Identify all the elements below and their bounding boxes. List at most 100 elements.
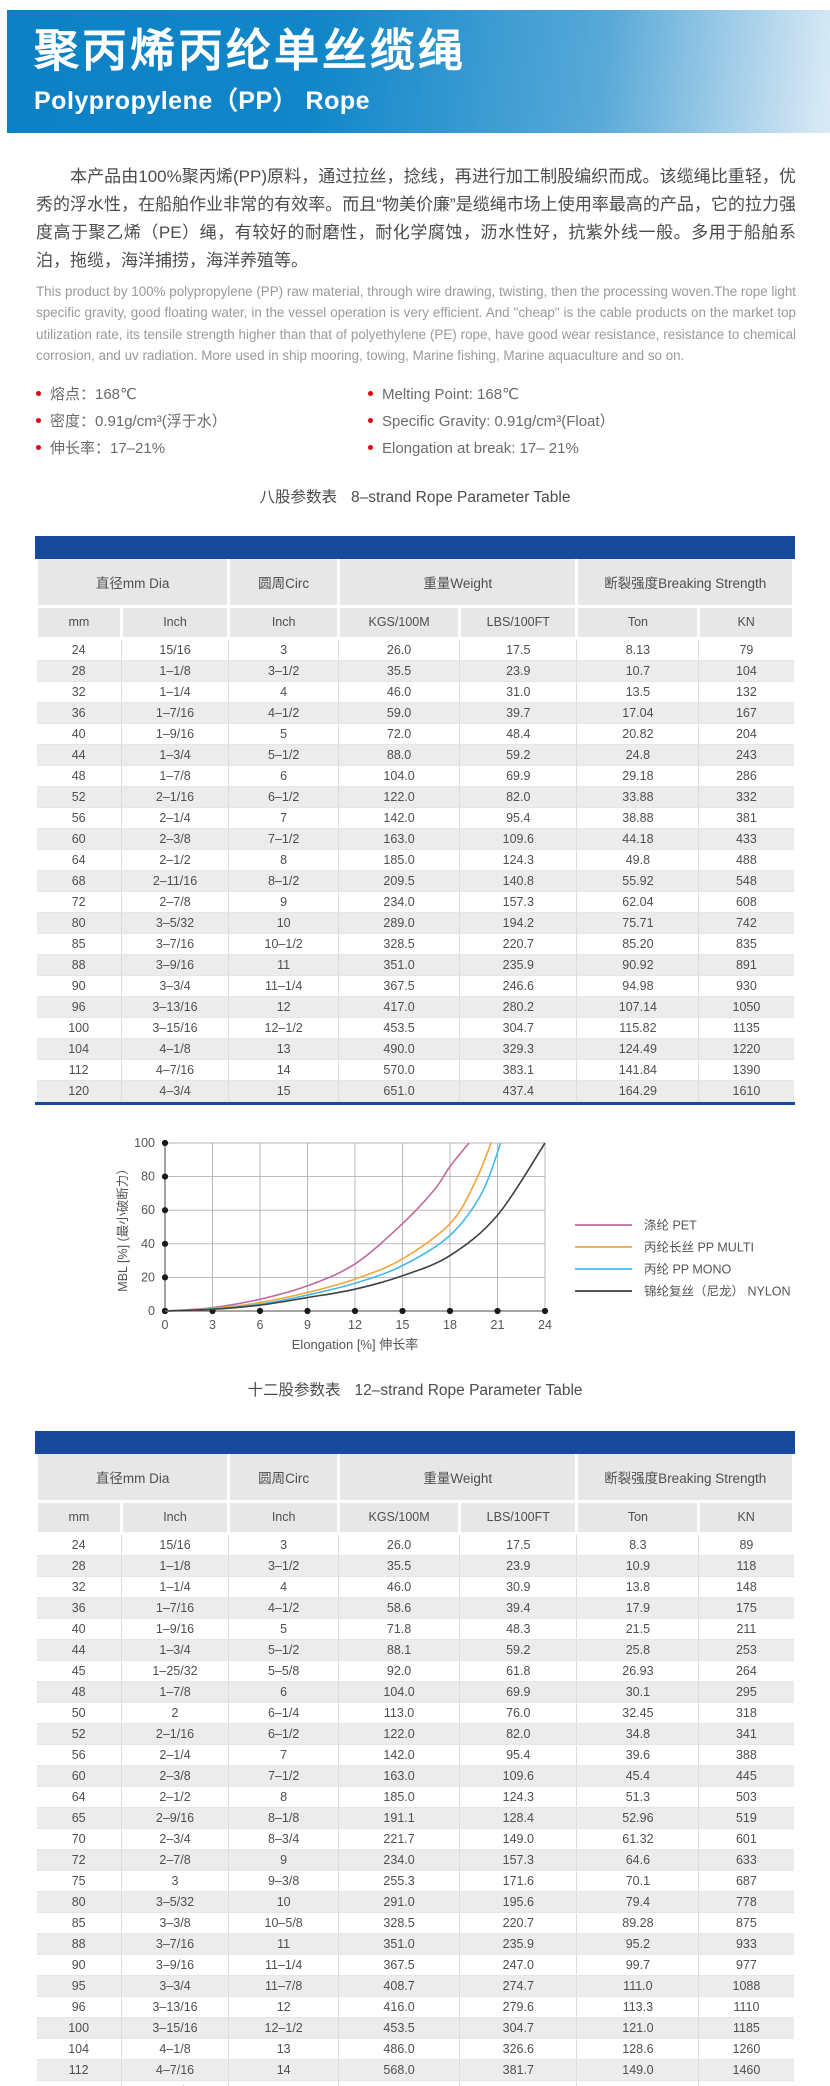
table-row: 90 3–9/16 11–1/4 367.5 247.0 99.7 977 <box>36 1954 794 1976</box>
table-cell: 13 <box>228 2038 340 2060</box>
table-cell: 3–3/4 <box>121 975 230 997</box>
table-cell: 149.0 <box>576 2059 700 2081</box>
table-cell: 2–1/4 <box>121 807 230 829</box>
table-cell: 1088 <box>698 1975 794 1997</box>
table-cell: 8.3 <box>576 1533 700 1556</box>
table-cell: 59.0 <box>338 702 461 724</box>
table-cell: 33.88 <box>576 786 700 808</box>
y-tick-label: 40 <box>141 1236 155 1250</box>
table-cell: 490.0 <box>338 1038 461 1060</box>
table-cell: 1–25/32 <box>121 1660 230 1682</box>
table-cell: 75 <box>36 1870 122 1892</box>
table-cell: 5–5/8 <box>228 1660 340 1682</box>
table-row: 36 1–7/16 4–1/2 59.0 39.7 17.04 167 <box>36 702 794 724</box>
table-row: 104 4–1/8 13 486.0 326.6 128.6 1260 <box>36 2038 794 2060</box>
table-title-zh: 八股参数表 <box>259 488 338 506</box>
table-cell: 304.7 <box>459 2017 578 2039</box>
properties-section: 熔点：168℃ 密度：0.91g/cm³(浮于水） 伸长率：17–21% Melti… <box>36 381 794 462</box>
column-group-header: 重量Weight <box>337 558 579 608</box>
x-tick-dot <box>446 1307 454 1314</box>
table-cell: 274.7 <box>459 1975 578 1997</box>
table-row: 60 2–3/8 7–1/2 163.0 109.6 45.4 445 <box>36 1765 794 1787</box>
column-group-header: 直径mm Dia <box>34 558 231 608</box>
table-cell: 122.0 <box>338 786 461 808</box>
table-cell: 46.0 <box>338 681 461 703</box>
table-cell: 4–3/4 <box>121 2080 230 2086</box>
table-cell: 3–13/16 <box>121 1996 230 2018</box>
column-header: Inch <box>227 606 341 640</box>
table-cell: 90.92 <box>576 954 700 976</box>
table-cell: 381 <box>698 807 794 829</box>
table-cell: 39.6 <box>576 1744 700 1766</box>
table-cell: 408.7 <box>338 1975 461 1997</box>
table-cell: 23.9 <box>459 660 578 682</box>
table-cell: 24.8 <box>576 744 700 766</box>
table-cell: 3–15/16 <box>121 1017 230 1039</box>
table-cell: 88.1 <box>338 1639 461 1661</box>
table-cell: 95.2 <box>576 1933 700 1955</box>
x-tick-dot <box>256 1307 264 1314</box>
table-row: 64 2–1/2 8 185.0 124.3 49.8 488 <box>36 849 794 871</box>
table-cell: 89.28 <box>576 1912 700 1934</box>
table-cell: 247.0 <box>459 1954 578 1976</box>
y-axis-label: MBL [%] (最小破断力） <box>115 1162 130 1291</box>
table-row: 28 1–1/8 3–1/2 35.5 23.9 10.7 104 <box>36 660 794 682</box>
column-group-header: 圆周Circ <box>227 558 341 608</box>
table-cell: 10 <box>228 1891 340 1913</box>
table-cell: 568.0 <box>338 2059 461 2081</box>
table-top-bar <box>35 535 795 559</box>
table-cell: 437.5 <box>459 2080 578 2086</box>
table-cell: 35.5 <box>338 660 461 682</box>
table-cell: 264 <box>698 1660 794 1682</box>
y-tick-dot <box>161 1206 169 1213</box>
table-cell: 142.0 <box>338 1744 461 1766</box>
table-cell: 10 <box>228 912 340 934</box>
table-cell: 1610 <box>698 1080 794 1102</box>
legend-label: 丙纶长丝 PP MULTI <box>644 1240 754 1254</box>
property-text: 伸长率：17–21% <box>50 439 166 457</box>
table-cell: 26.0 <box>338 1533 461 1556</box>
table-cell: 933 <box>698 1933 794 1955</box>
table-cell: 40 <box>36 723 122 745</box>
table-cell: 69.9 <box>459 1681 578 1703</box>
table-cell: 3–7/16 <box>121 1933 230 1955</box>
table-cell: 113.3 <box>576 1996 700 2018</box>
table-cell: 7–1/2 <box>228 1765 340 1787</box>
table-cell: 10–1/2 <box>228 933 340 955</box>
parameter-table-12strand: 直径mm Dia 圆周Circ 重量Weight 断裂强度Breaking Stren… <box>34 1430 795 2086</box>
properties-list-zh: 熔点：168℃ 密度：0.91g/cm³(浮于水） 伸长率：17–21% <box>36 381 368 462</box>
table-cell: 351.0 <box>338 1933 461 1955</box>
table-cell: 289.0 <box>338 912 461 934</box>
table-row: 120 4–3/4 15 651.0 437.4 164.29 1610 <box>36 1080 794 1102</box>
table-cell: 11 <box>228 954 340 976</box>
table-cell: 2–1/16 <box>121 1723 230 1745</box>
table-cell: 75.71 <box>576 912 700 934</box>
table-cell: 49.8 <box>576 849 700 871</box>
table-cell: 13.8 <box>576 1576 700 1598</box>
table-cell: 6–1/2 <box>228 1723 340 1745</box>
table-cell: 31.0 <box>459 681 578 703</box>
table-cell: 64.6 <box>576 1849 700 1871</box>
table-cell: 328.5 <box>338 933 461 955</box>
table-row: 75 3 9–3/8 255.3 171.6 70.1 687 <box>36 1870 794 1892</box>
x-tick-label: 0 <box>162 1318 169 1332</box>
table-cell: 445 <box>698 1765 794 1787</box>
table-cell: 255.3 <box>338 1870 461 1892</box>
table-cell: 39.4 <box>459 1597 578 1619</box>
table-cell: 13 <box>228 1038 340 1060</box>
table-cell: 100 <box>36 2017 122 2039</box>
table-cell: 891 <box>698 954 794 976</box>
property-item: 熔点：168℃ <box>36 381 368 408</box>
column-group-header: 断裂强度Breaking Strength <box>575 558 795 608</box>
table-cell: 3–5/32 <box>121 1891 230 1913</box>
x-tick-dot <box>399 1307 406 1314</box>
table-cell: 3–1/2 <box>228 1555 340 1577</box>
table-cell: 7 <box>228 1744 340 1766</box>
table-cell: 1–1/8 <box>121 1555 230 1577</box>
table-cell: 486.0 <box>338 2038 461 2060</box>
table-cell: 55.92 <box>576 870 700 892</box>
table-cell: 104 <box>698 660 794 682</box>
table-cell: 2–9/16 <box>121 1807 230 1829</box>
y-tick-dot <box>161 1240 169 1247</box>
table-cell: 6–1/4 <box>228 1702 340 1724</box>
